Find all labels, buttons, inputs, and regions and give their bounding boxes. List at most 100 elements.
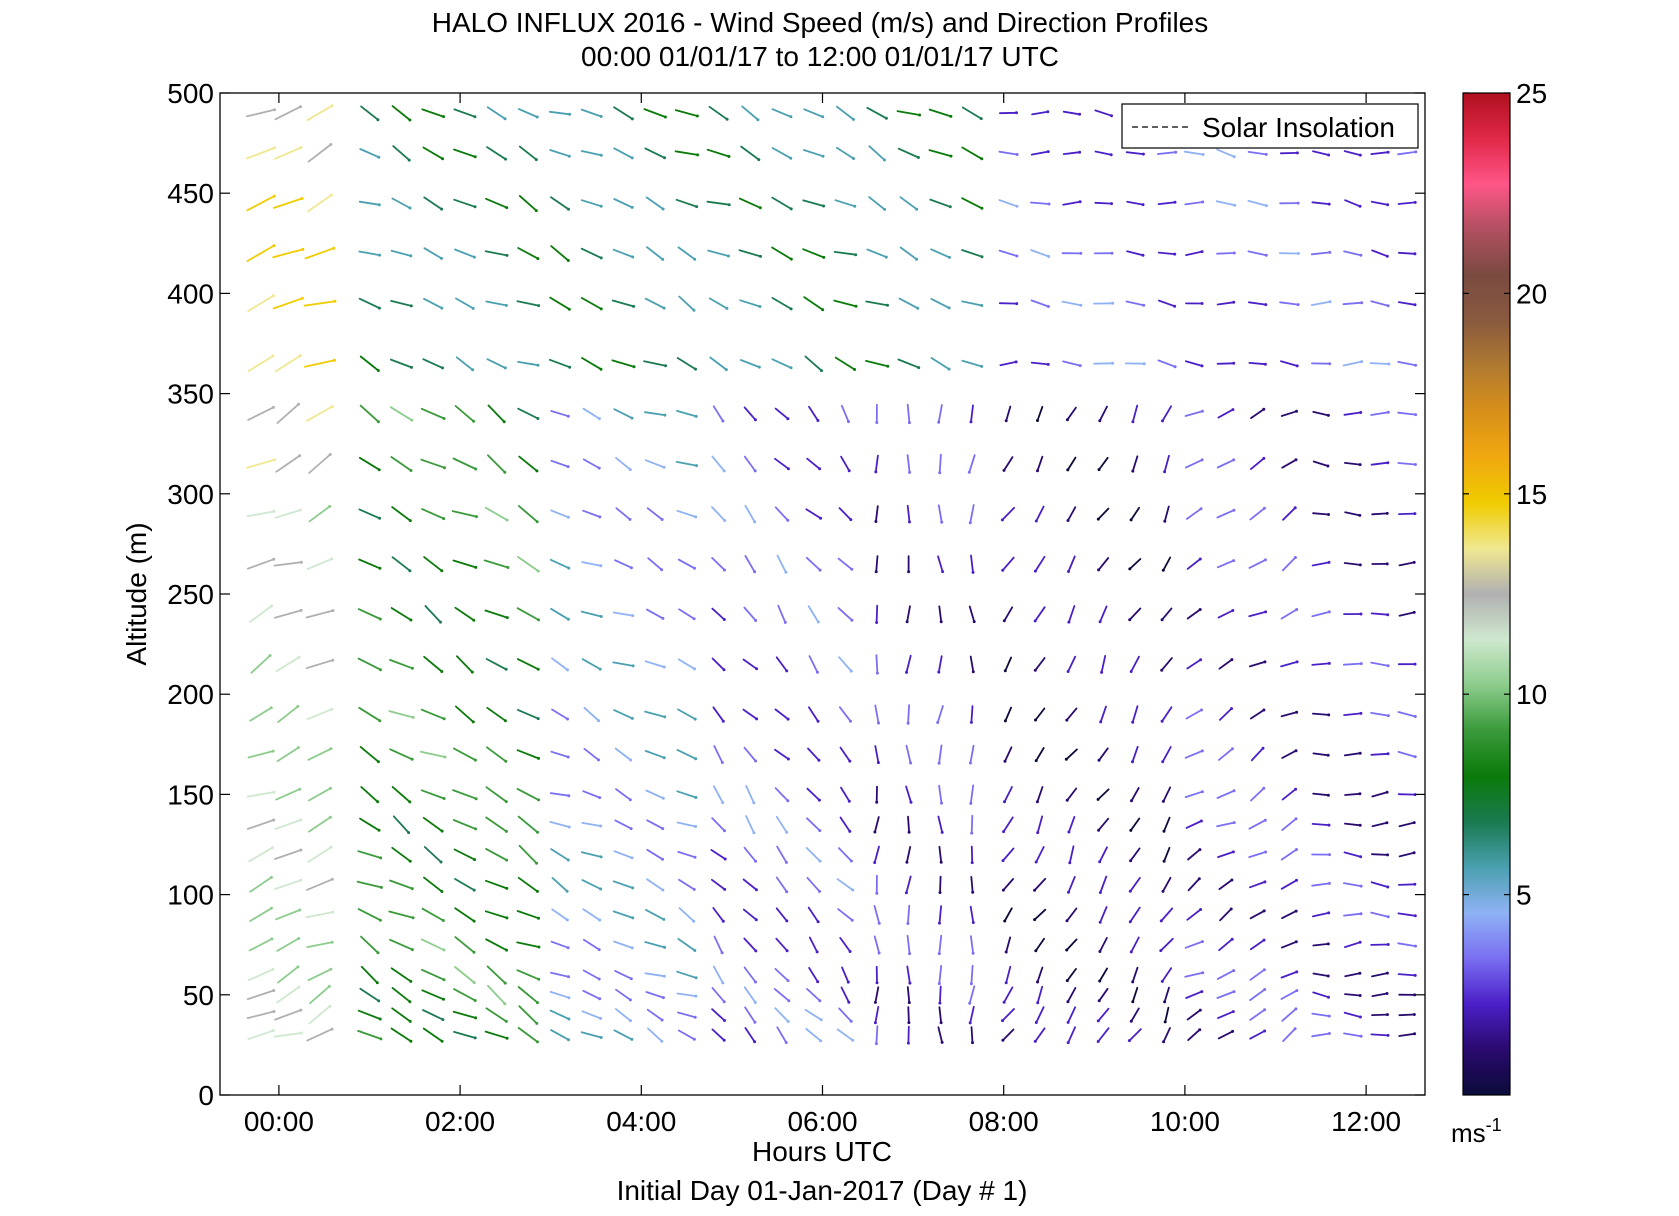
wind-vector-tip (663, 945, 667, 949)
wind-vector-tip (1386, 853, 1389, 857)
wind-vector-tip (1129, 828, 1133, 832)
wind-vector (613, 106, 634, 120)
wind-vector (1311, 1032, 1331, 1038)
wind-vector (774, 457, 790, 470)
wind-vector-tip (1163, 1000, 1167, 1004)
wind-vector-tip (566, 617, 570, 621)
wind-vector-tip (1294, 749, 1298, 753)
wind-vector-tip (440, 207, 444, 211)
wind-vector (612, 910, 634, 919)
wind-vector (1370, 752, 1389, 756)
wind-vector-tip (1033, 918, 1037, 922)
wind-vector (970, 964, 974, 985)
wind-vector-tip (535, 115, 539, 119)
wind-vector (1342, 360, 1363, 367)
wind-vector (713, 785, 724, 804)
wind-vector (517, 1027, 539, 1043)
wind-vector-tip (408, 800, 412, 804)
wind-vector-tip (1413, 882, 1417, 886)
wind-vector-tip (1295, 364, 1299, 368)
wind-vector (1281, 1008, 1297, 1022)
wind-vector-tip (847, 420, 850, 424)
wind-vector-tip (599, 824, 603, 828)
wind-vector (905, 654, 912, 674)
wind-vector (1184, 410, 1204, 417)
wind-vector (742, 658, 758, 670)
wind-vector (1249, 910, 1266, 920)
wind-vector (247, 406, 275, 421)
wind-vector-tip (1232, 789, 1236, 793)
wind-vector-tip (1003, 919, 1007, 923)
wind-vector-tip (785, 890, 789, 894)
wind-vector (1033, 877, 1047, 892)
wind-vector-tip (726, 254, 730, 258)
wind-vector (1397, 411, 1417, 416)
wind-vector (1280, 989, 1298, 1000)
wind-vector-tip (1232, 458, 1236, 462)
wind-vector (250, 654, 272, 674)
wind-vector-tip (535, 520, 539, 524)
wind-vector (774, 506, 789, 522)
wind-vector-tip (296, 704, 300, 708)
wind-vector (1371, 821, 1388, 828)
wind-vector-tip (819, 1039, 823, 1043)
wind-vector (873, 905, 881, 925)
wind-vector (713, 935, 723, 954)
wind-vector (1281, 458, 1297, 469)
wind-vector-tip (1130, 799, 1133, 803)
wind-vector (874, 986, 880, 1004)
wind-vector-tip (661, 857, 664, 861)
wind-vector-tip (754, 619, 758, 622)
wind-vector-tip (851, 1038, 855, 1042)
wind-vector-tip (1233, 203, 1237, 207)
wind-vector-tip (375, 981, 379, 985)
wind-vector (711, 878, 726, 891)
wind-vector-tip (441, 366, 444, 370)
wind-vector (644, 972, 666, 978)
wind-vector (1066, 456, 1077, 471)
wind-vector-tip (695, 114, 699, 118)
wind-vector-tip (1230, 658, 1234, 662)
wind-vector-tip (1004, 950, 1008, 954)
wind-vector-tip (1131, 720, 1135, 724)
wind-vector-tip (301, 247, 305, 251)
wind-vector-tip (410, 418, 414, 422)
wind-vector (744, 555, 756, 573)
wind-vector (246, 146, 276, 160)
wind-vector (1250, 408, 1265, 420)
wind-vector-tip (757, 158, 761, 162)
wind-vector-tip (407, 158, 411, 162)
wind-vector-tip (1414, 150, 1418, 154)
x-tick-label: 00:00 (244, 1106, 314, 1137)
wind-vector-tip (567, 794, 571, 798)
wind-vector (612, 661, 634, 667)
wind-vector-tip (1131, 760, 1134, 764)
wind-vector-tip (1131, 1000, 1135, 1004)
wind-vector-tip (630, 416, 634, 420)
wind-vector-tip (474, 565, 478, 569)
wind-vector-tip (299, 105, 302, 109)
wind-vector-tip (1200, 364, 1204, 368)
wind-vector-tip (299, 608, 303, 612)
wind-vector-tip (270, 937, 274, 941)
wind-vector-tip (1200, 250, 1204, 254)
wind-vector (551, 708, 569, 720)
wind-vector-tip (474, 467, 478, 471)
wind-vector-tip (908, 981, 912, 985)
wind-vector (1036, 966, 1044, 983)
wind-vector (484, 250, 508, 257)
wind-vector-tip (918, 113, 922, 117)
wind-vector (1312, 410, 1330, 417)
wind-vector-tip (1326, 793, 1330, 797)
wind-vector-tip (660, 1018, 664, 1022)
wind-vector-tip (1098, 860, 1102, 864)
wind-vector (1279, 301, 1299, 306)
wind-vector-tip (503, 981, 507, 985)
wind-vector (771, 358, 792, 369)
wind-vector (676, 992, 697, 997)
wind-vector (550, 410, 570, 418)
wind-vector-tip (721, 801, 725, 805)
wind-vector (937, 655, 943, 673)
wind-vector-tip (1387, 362, 1391, 366)
